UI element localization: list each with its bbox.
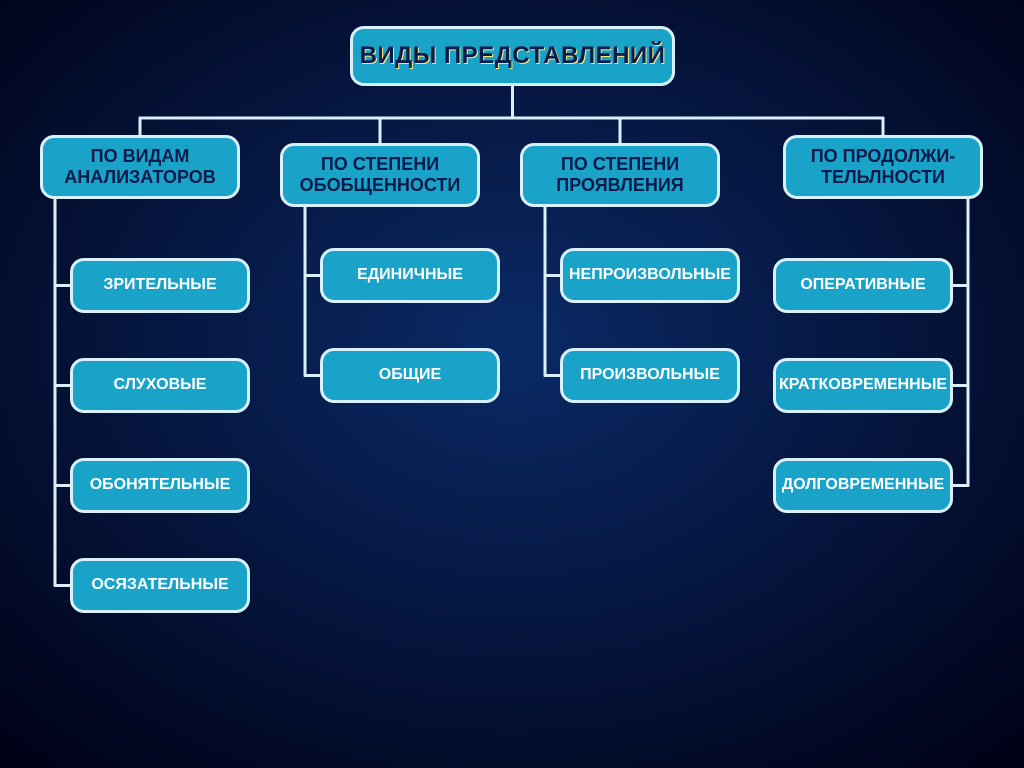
leaf-node: ЕДИНИЧНЫЕ [320, 248, 500, 303]
leaf-label: КРАТКОВРЕМЕННЫЕ [779, 376, 947, 394]
leaf-label: ДОЛГОВРЕМЕННЫЕ [782, 476, 944, 494]
leaf-label: ПРОИЗВОЛЬНЫЕ [580, 366, 720, 384]
leaf-node: ПРОИЗВОЛЬНЫЕ [560, 348, 740, 403]
leaf-node: ОСЯЗАТЕЛЬНЫЕ [70, 558, 250, 613]
category-node: ПО СТЕПЕНИ ПРОЯВЛЕНИЯ [520, 143, 720, 207]
category-node: ПО ПРОДОЛЖИ- ТЕЛЬЛНОСТИ [783, 135, 983, 199]
leaf-node: ОБЩИЕ [320, 348, 500, 403]
leaf-label: НЕПРОИЗВОЛЬНЫЕ [569, 266, 731, 284]
leaf-node: НЕПРОИЗВОЛЬНЫЕ [560, 248, 740, 303]
leaf-label: ЗРИТЕЛЬНЫЕ [103, 276, 216, 294]
leaf-label: ОБОНЯТЕЛЬНЫЕ [90, 476, 231, 494]
category-node: ПО СТЕПЕНИ ОБОБЩЕННОСТИ [280, 143, 480, 207]
category-label: ПО ВИДАМ АНАЛИЗАТОРОВ [64, 146, 215, 187]
leaf-label: ОПЕРАТИВНЫЕ [800, 276, 925, 294]
category-label: ПО СТЕПЕНИ ОБОБЩЕННОСТИ [300, 154, 461, 195]
root-label: ВИДЫ ПРЕДСТАВЛЕНИЙ [360, 42, 666, 70]
leaf-node: ДОЛГОВРЕМЕННЫЕ [773, 458, 953, 513]
leaf-node: ЗРИТЕЛЬНЫЕ [70, 258, 250, 313]
leaf-node: ОПЕРАТИВНЫЕ [773, 258, 953, 313]
category-label: ПО СТЕПЕНИ ПРОЯВЛЕНИЯ [556, 154, 683, 195]
leaf-label: ОСЯЗАТЕЛЬНЫЕ [91, 576, 228, 594]
diagram-stage: ВИДЫ ПРЕДСТАВЛЕНИЙ ПО ВИДАМ АНАЛИЗАТОРОВ… [0, 0, 1024, 768]
root-node: ВИДЫ ПРЕДСТАВЛЕНИЙ [350, 26, 675, 86]
category-label: ПО ПРОДОЛЖИ- ТЕЛЬЛНОСТИ [811, 146, 956, 187]
category-node: ПО ВИДАМ АНАЛИЗАТОРОВ [40, 135, 240, 199]
leaf-node: СЛУХОВЫЕ [70, 358, 250, 413]
leaf-node: ОБОНЯТЕЛЬНЫЕ [70, 458, 250, 513]
leaf-label: ОБЩИЕ [379, 366, 441, 384]
leaf-label: СЛУХОВЫЕ [114, 376, 207, 394]
leaf-node: КРАТКОВРЕМЕННЫЕ [773, 358, 953, 413]
leaf-label: ЕДИНИЧНЫЕ [357, 266, 463, 284]
